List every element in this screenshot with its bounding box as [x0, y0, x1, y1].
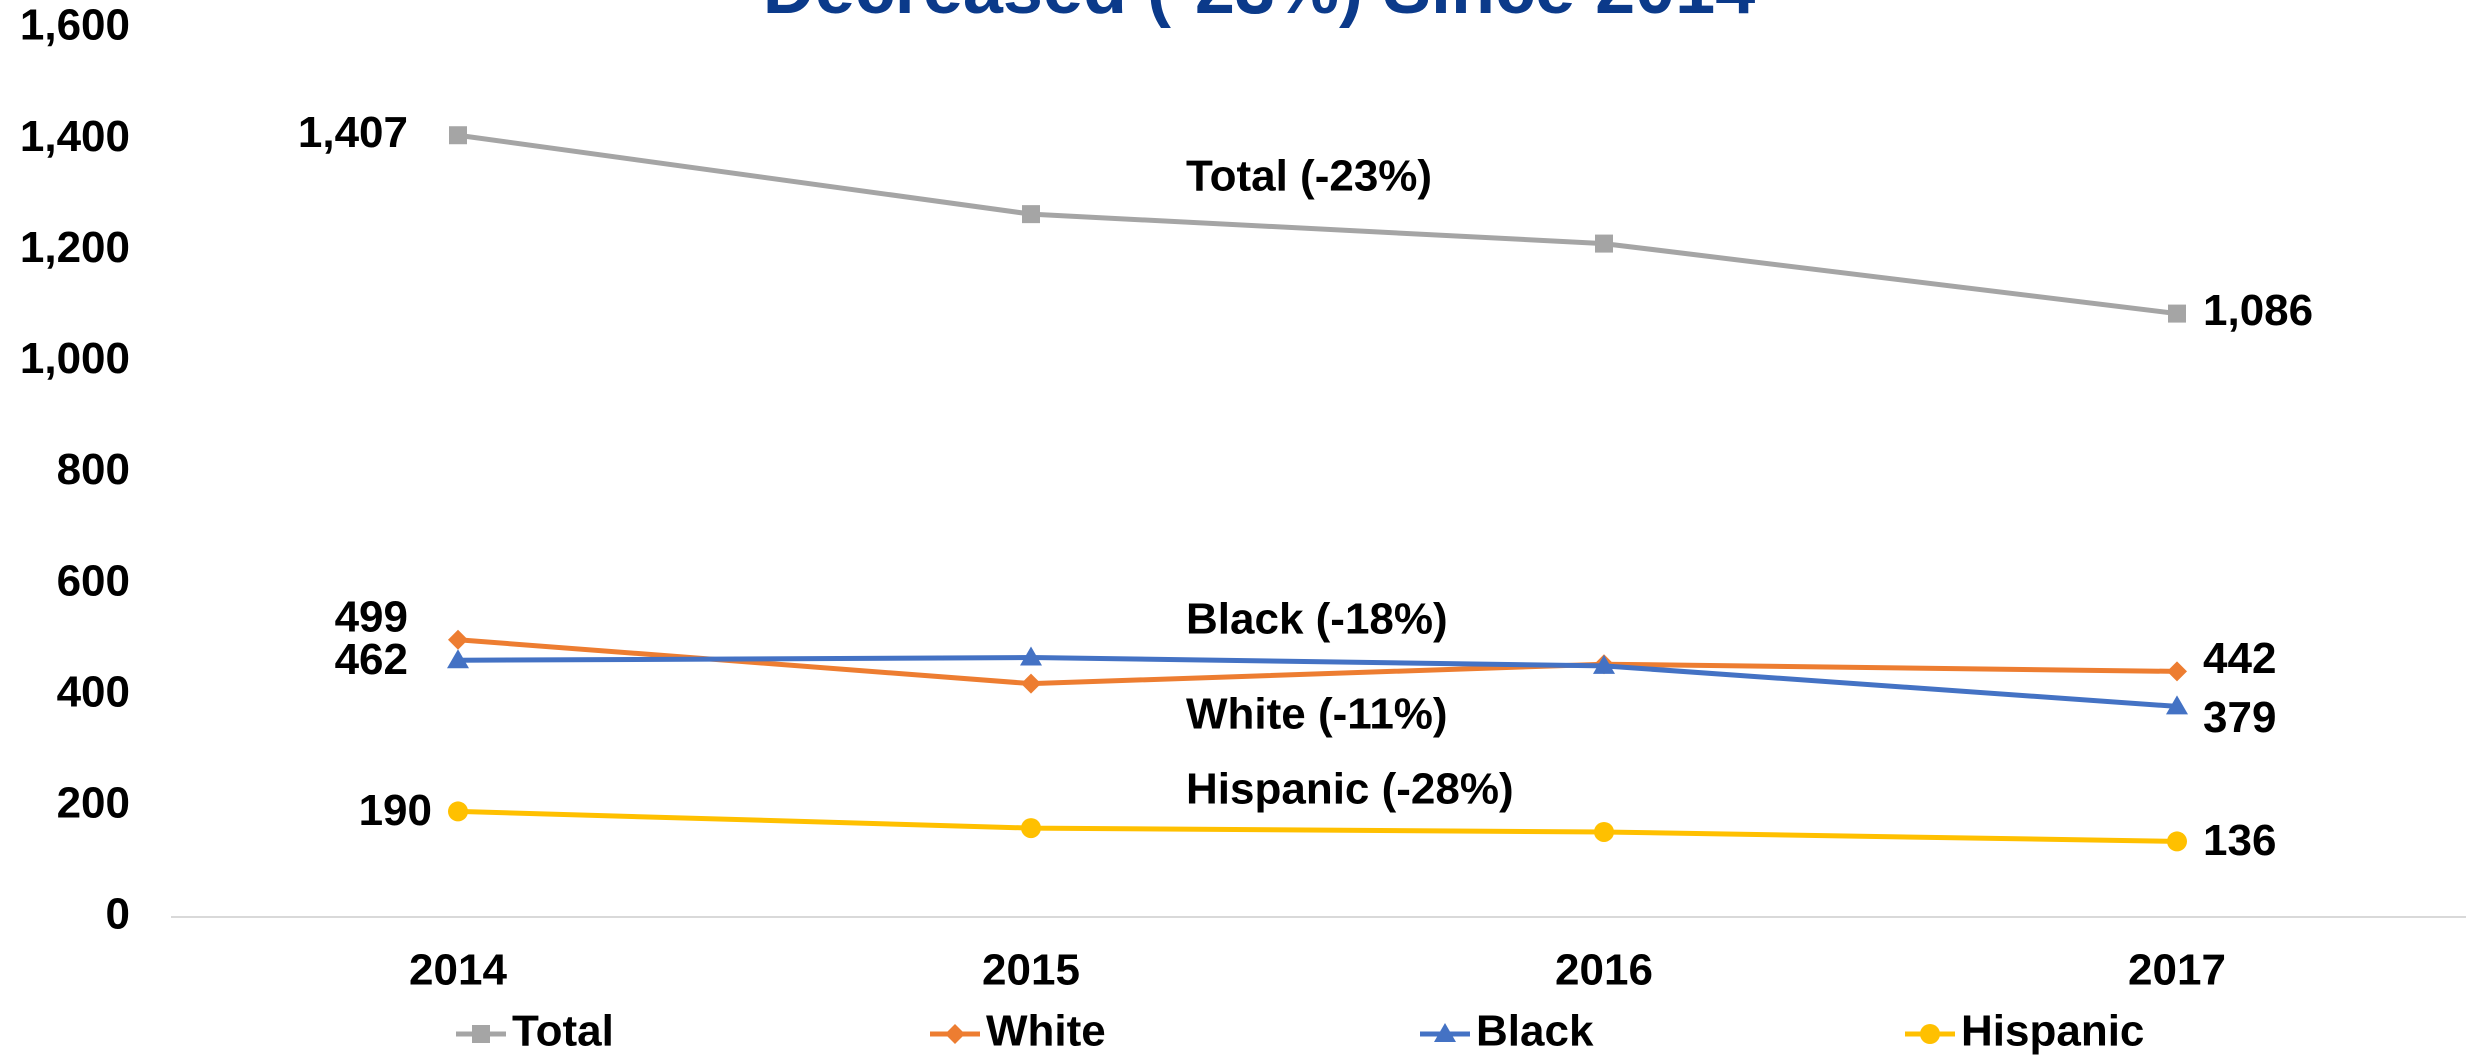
- data-point: [1020, 646, 1042, 666]
- data-label: 379: [2203, 693, 2276, 742]
- legend-marker: [472, 1025, 490, 1043]
- legend-item: Total: [456, 1007, 614, 1056]
- data-point: [1593, 654, 1615, 674]
- annotation: White (-11%): [1186, 690, 1448, 739]
- annotation: Hispanic (-28%): [1186, 765, 1514, 814]
- chart-title: Decreased (-23%) Since 2014: [763, 0, 1756, 29]
- legend-item: White: [930, 1007, 1106, 1056]
- data-point: [448, 801, 468, 822]
- data-point: [1021, 673, 1041, 694]
- data-point: [2167, 661, 2187, 682]
- data-point: [2167, 831, 2187, 852]
- legend-label: Hispanic: [1961, 1007, 2144, 1056]
- x-tick-label: 2014: [409, 946, 507, 995]
- data-point: [449, 126, 467, 145]
- legend-item: Hispanic: [1905, 1007, 2144, 1056]
- legend-label: White: [986, 1007, 1106, 1056]
- series-line: [457, 637, 2178, 687]
- y-tick-label: 400: [57, 667, 130, 716]
- data-point: [2168, 304, 2186, 323]
- annotation: Black (-18%): [1186, 595, 1448, 644]
- legend-item: Black: [1420, 1007, 1594, 1056]
- legend-label: Black: [1476, 1007, 1594, 1056]
- data-point: [1021, 818, 1041, 839]
- y-tick-label: 1,000: [20, 334, 130, 383]
- legend-marker: [1920, 1024, 1940, 1044]
- annotation: Total (-23%): [1186, 152, 1432, 201]
- y-tick-label: 1,600: [20, 1, 130, 50]
- data-label: 499: [335, 592, 408, 641]
- x-tick-label: 2015: [982, 946, 1080, 995]
- data-label: 442: [2203, 634, 2276, 683]
- data-label: 190: [359, 786, 432, 835]
- data-label: 136: [2203, 816, 2276, 865]
- data-point: [448, 629, 468, 650]
- y-tick-label: 600: [57, 556, 130, 605]
- y-tick-label: 800: [57, 445, 130, 494]
- legend-label: Total: [512, 1007, 614, 1056]
- data-label: 1,407: [298, 108, 408, 157]
- x-tick-label: 2016: [1555, 946, 1653, 995]
- x-tick-label: 2017: [2128, 946, 2226, 995]
- data-label: 462: [335, 635, 408, 684]
- series-line: [457, 808, 2178, 844]
- y-tick-label: 1,200: [20, 223, 130, 272]
- y-tick-label: 0: [106, 890, 130, 939]
- legend-marker: [945, 1024, 965, 1044]
- data-point: [1022, 205, 1040, 224]
- series-line: [457, 132, 2178, 317]
- data-label: 1,086: [2203, 286, 2313, 335]
- data-point: [1595, 234, 1613, 253]
- y-tick-label: 200: [57, 779, 130, 828]
- data-point: [2166, 695, 2188, 715]
- legend-marker: [1434, 1023, 1456, 1042]
- series-line: [457, 655, 2178, 709]
- data-point: [447, 649, 469, 669]
- data-point: [1594, 821, 1614, 842]
- y-tick-label: 1,400: [20, 112, 130, 161]
